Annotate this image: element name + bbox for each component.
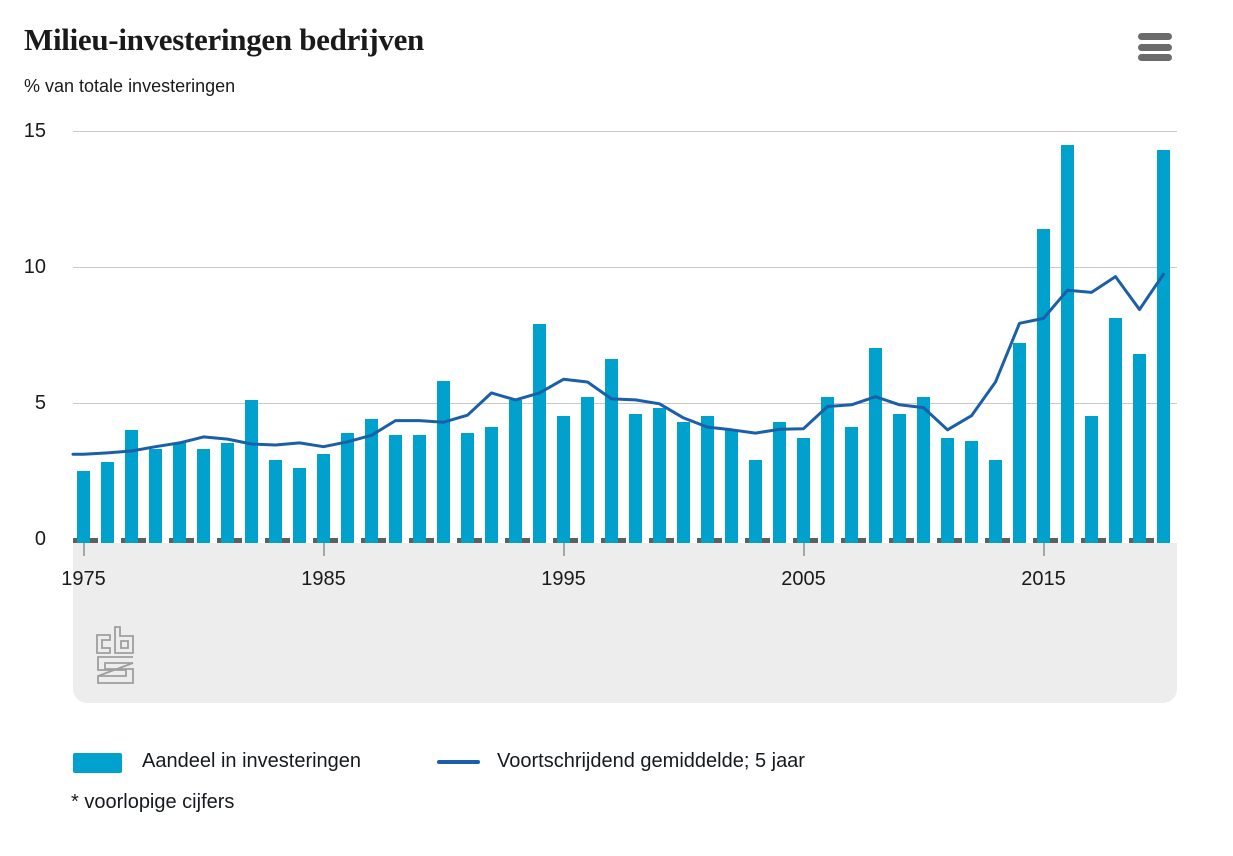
bar-1991[interactable] xyxy=(461,432,474,543)
x-tick-1975 xyxy=(82,543,85,556)
bar-1989[interactable] xyxy=(413,435,426,543)
bar-2013[interactable] xyxy=(989,459,1002,543)
bar-1979[interactable] xyxy=(173,443,186,543)
bar-1986[interactable] xyxy=(341,432,354,543)
x-axis-label-2015: 2015 xyxy=(1021,568,1066,590)
x-axis-label-1995: 1995 xyxy=(541,568,586,590)
gridline-y-10 xyxy=(73,266,1177,268)
bar-1993[interactable] xyxy=(509,399,522,543)
bar-1999[interactable] xyxy=(653,408,666,543)
bar-1987[interactable] xyxy=(365,418,378,543)
x-axis-label-1975: 1975 xyxy=(61,568,106,590)
bar-2007[interactable] xyxy=(845,427,858,543)
footnote-preliminary-figures: * voorlopige cijfers xyxy=(71,791,235,813)
bar-2000[interactable] xyxy=(677,421,690,543)
bar-2017[interactable] xyxy=(1085,416,1098,543)
bar-2014[interactable] xyxy=(1013,342,1026,543)
x-tick-2015 xyxy=(1042,543,1045,556)
hamburger-bar xyxy=(1138,43,1172,51)
hamburger-bar xyxy=(1138,54,1172,61)
y-axis-label-15: 15 xyxy=(23,119,46,142)
cbs-logo-icon xyxy=(96,626,134,684)
bar-2005[interactable] xyxy=(797,437,810,543)
bar-2006[interactable] xyxy=(821,397,834,543)
chart-subtitle: % van totale investeringen xyxy=(24,76,236,96)
bar-2009[interactable] xyxy=(893,413,906,543)
y-axis-label-10: 10 xyxy=(23,255,46,278)
bar-1981[interactable] xyxy=(221,443,234,543)
x-tick-1985 xyxy=(322,543,325,556)
bar-2012[interactable] xyxy=(965,440,978,543)
legend-label-bars: Aandeel in investeringen xyxy=(142,750,362,772)
hamburger-bar xyxy=(1138,33,1172,40)
bar-2002[interactable] xyxy=(725,429,738,543)
x-axis-band xyxy=(73,543,1177,703)
bar-2015[interactable] xyxy=(1037,228,1050,543)
x-tick-2005 xyxy=(802,543,805,556)
legend-swatch-line xyxy=(437,760,480,764)
hamburger-menu-icon[interactable] xyxy=(1138,33,1172,63)
zero-axis-dashed-line xyxy=(73,538,1177,543)
bar-1998[interactable] xyxy=(629,413,642,543)
bar-2019[interactable] xyxy=(1133,353,1146,543)
bar-1984[interactable] xyxy=(293,467,306,543)
bar-1990[interactable] xyxy=(437,380,450,543)
bar-2008[interactable] xyxy=(869,348,882,543)
bar-2016[interactable] xyxy=(1061,144,1074,543)
y-axis-label-5: 5 xyxy=(34,391,46,414)
bar-1997[interactable] xyxy=(605,359,618,543)
legend-label-line: Voortschrijdend gemiddelde; 5 jaar xyxy=(497,750,805,772)
x-tick-1995 xyxy=(562,543,565,556)
bar-1983[interactable] xyxy=(269,459,282,543)
bar-1985[interactable] xyxy=(317,454,330,543)
bar-1996[interactable] xyxy=(581,397,594,543)
legend-swatch-bars xyxy=(73,753,122,773)
y-axis-label-0: 0 xyxy=(34,527,46,550)
page-title: Milieu-investeringen bedrijven xyxy=(24,22,424,57)
gridline-y-5 xyxy=(73,402,1177,404)
bar-1994[interactable] xyxy=(533,323,546,543)
bar-2003[interactable] xyxy=(749,459,762,543)
bar-1977[interactable] xyxy=(125,429,138,543)
gridline-y-15 xyxy=(73,130,1177,132)
bar-2010[interactable] xyxy=(917,397,930,543)
bar-1982[interactable] xyxy=(245,399,258,543)
bar-2001[interactable] xyxy=(701,416,714,543)
bar-1978[interactable] xyxy=(149,448,162,543)
x-axis-label-2005: 2005 xyxy=(781,568,826,590)
bar-2004[interactable] xyxy=(773,421,786,543)
bar-1992[interactable] xyxy=(485,427,498,543)
bar-1995[interactable] xyxy=(557,416,570,543)
x-axis-label-1985: 1985 xyxy=(301,568,346,590)
bar-1975[interactable] xyxy=(77,470,90,543)
bar-2020[interactable] xyxy=(1157,150,1170,543)
bar-2018[interactable] xyxy=(1109,318,1122,543)
bar-1976[interactable] xyxy=(101,462,114,543)
bar-2011[interactable] xyxy=(941,437,954,543)
bar-1980[interactable] xyxy=(197,448,210,543)
bar-1988[interactable] xyxy=(389,435,402,543)
